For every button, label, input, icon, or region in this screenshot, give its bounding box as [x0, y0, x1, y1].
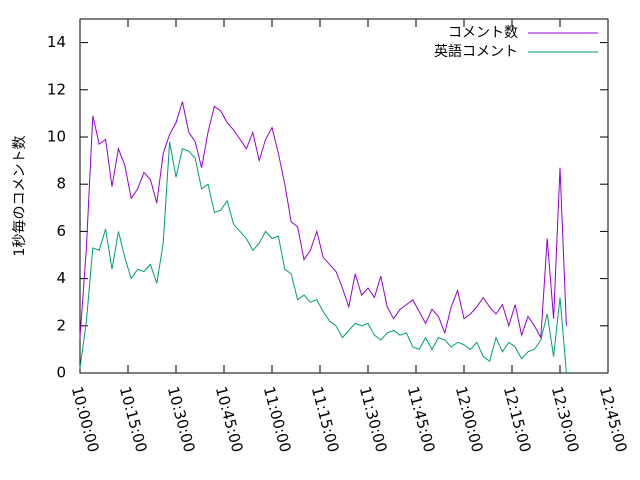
x-tick-label: 12:15:00 — [500, 385, 535, 455]
y-tick-label: 12 — [47, 80, 66, 98]
y-tick-label: 6 — [56, 222, 66, 240]
x-tick-label: 12:00:00 — [452, 385, 487, 455]
legend-label: コメント数 — [448, 25, 518, 41]
series-line — [79, 141, 567, 374]
y-tick-label: 10 — [47, 128, 66, 146]
legend-label: 英語コメント — [434, 43, 518, 60]
x-tick-label: 11:00:00 — [260, 385, 295, 455]
y-tick-label: 2 — [56, 316, 66, 334]
y-tick-label: 4 — [56, 269, 66, 287]
x-tick-label: 10:30:00 — [164, 385, 199, 455]
series-line — [79, 101, 567, 340]
x-tick-label: 10:15:00 — [116, 385, 151, 455]
y-tick-label: 8 — [56, 175, 66, 193]
x-tick-label: 10:45:00 — [212, 385, 247, 455]
x-tick-label: 11:45:00 — [404, 385, 439, 455]
x-tick-label: 11:30:00 — [356, 385, 391, 455]
x-tick-label: 11:15:00 — [308, 385, 343, 455]
x-tick-label: 10:00:00 — [68, 385, 103, 455]
plot-frame — [79, 18, 609, 374]
y-tick-label: 0 — [56, 364, 66, 382]
x-tick-label: 12:30:00 — [548, 385, 583, 455]
y-tick-label: 14 — [47, 33, 66, 51]
x-tick-label: 12:45:00 — [596, 385, 631, 455]
y-axis-label: 1秒毎のコメント数 — [12, 136, 28, 257]
